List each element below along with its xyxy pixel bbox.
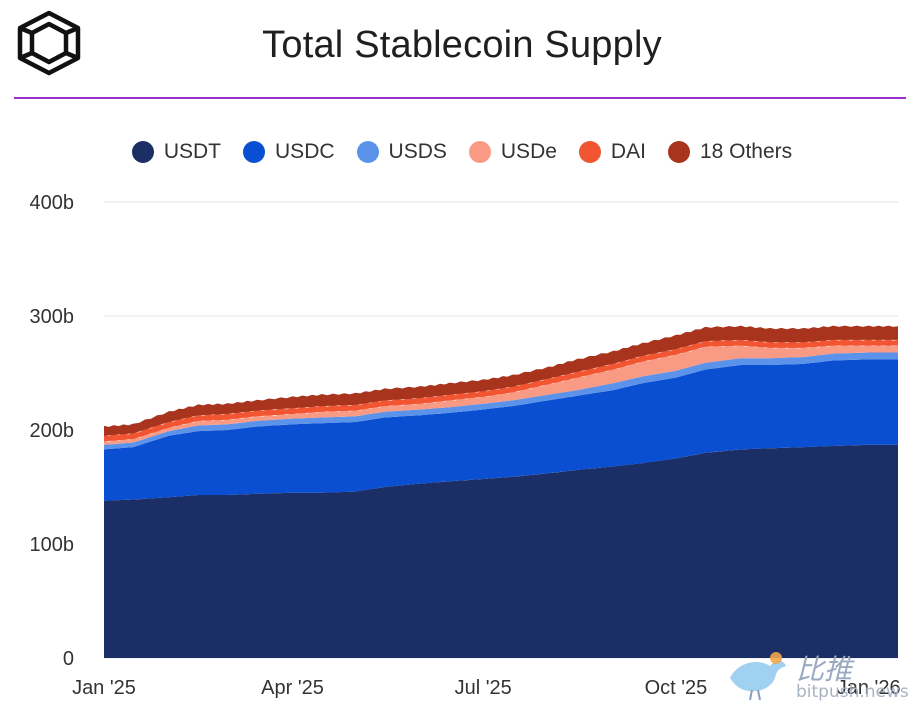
legend-item-usde[interactable]: USDe (468, 140, 557, 164)
legend-label: USDT (163, 140, 222, 163)
legend-label: USDS (388, 140, 447, 163)
legend-label: USDe (500, 140, 557, 163)
y-tick-label: 200b (30, 420, 75, 442)
x-tick-label: Apr '25 (261, 677, 324, 699)
legend-swatch (667, 141, 690, 163)
y-tick-label: 300b (30, 306, 75, 328)
watermark-text: 比推 (796, 653, 853, 686)
legend-swatch (578, 141, 601, 163)
chart-legend: USDT USDC USDS USDe DAI 18 Others (0, 140, 924, 164)
bird-logo-icon (730, 652, 786, 701)
x-tick-label: Jan '25 (72, 677, 136, 699)
y-tick-label: 400b (30, 192, 75, 214)
legend-item-usdc[interactable]: USDC (243, 140, 335, 164)
legend-item-usdt[interactable]: USDT (131, 140, 222, 164)
x-tick-label: Jan '26 (837, 677, 901, 699)
legend-swatch (468, 141, 491, 163)
y-tick-label: 100b (30, 534, 75, 556)
area-series-18-others (104, 325, 898, 436)
area-series-usdt (104, 444, 898, 658)
watermark: 比推 bitpush.news (724, 648, 914, 712)
area-series-usdc (104, 359, 898, 501)
area-series-dai (104, 339, 898, 442)
x-tick-label: Jul '25 (455, 677, 512, 699)
area-series-usde (104, 345, 898, 445)
legend-swatch (243, 141, 266, 163)
legend-label: USDC (275, 140, 335, 163)
brand-logo-icon (17, 10, 81, 76)
legend-swatch (356, 141, 379, 163)
title-divider (14, 97, 906, 99)
legend-item-dai[interactable]: DAI (578, 140, 646, 164)
legend-item-usds[interactable]: USDS (356, 140, 447, 164)
legend-item-18-others[interactable]: 18 Others (667, 140, 793, 164)
watermark-subtext: bitpush.news (796, 682, 909, 702)
legend-label: DAI (610, 140, 646, 163)
legend-label: 18 Others (699, 140, 793, 163)
y-tick-label: 0 (63, 648, 74, 670)
chart-title: Total Stablecoin Supply (262, 24, 662, 66)
x-tick-label: Oct '25 (645, 677, 708, 699)
legend-swatch (131, 141, 154, 163)
